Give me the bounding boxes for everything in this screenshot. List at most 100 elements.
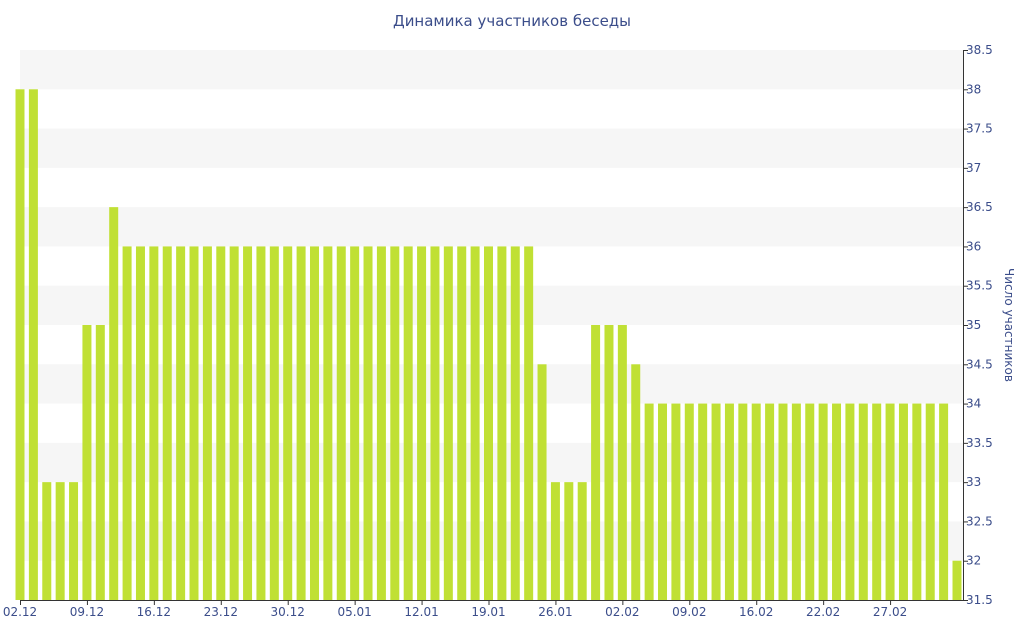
bar (430, 246, 440, 600)
x-tick-label: 02.12 (3, 605, 37, 619)
bar (470, 246, 480, 600)
bar (323, 246, 333, 600)
bar (698, 403, 708, 600)
bar (309, 246, 319, 600)
x-tick-label: 16.02 (739, 605, 773, 619)
y-ticks: 31.5 32 32.5 33 33.5 34 34.5 35 35.5 36 36.5 37 37.5… (963, 43, 993, 607)
y-tick-label: 33 (966, 475, 981, 489)
bar (858, 403, 868, 600)
x-tick-label: 02.02 (605, 605, 639, 619)
bar (510, 246, 520, 600)
bar (296, 246, 306, 600)
x-tick-label: 09.12 (70, 605, 104, 619)
bar (122, 246, 132, 600)
bar (791, 403, 801, 600)
bar (376, 246, 386, 600)
bar (109, 207, 119, 600)
bar (724, 403, 734, 600)
chart-title: Динамика участников беседы (392, 12, 632, 30)
bar (671, 403, 681, 600)
x-tick-label: 27.02 (873, 605, 907, 619)
x-tick-label: 23.12 (204, 605, 238, 619)
bar (832, 403, 842, 600)
bar (243, 246, 253, 600)
x-tick-label: 19.01 (471, 605, 505, 619)
bar (336, 246, 346, 600)
bar (403, 246, 413, 600)
bar (604, 325, 614, 600)
y-tick-label: 36.5 (966, 200, 993, 214)
bar (952, 560, 962, 600)
bar (15, 89, 25, 600)
bar (939, 403, 949, 600)
bar (55, 482, 65, 600)
bar (189, 246, 199, 600)
bar (778, 403, 788, 600)
x-ticks: 02.12 09.12 16.12 23.12 30.12 05.01 12.01 19.01… (3, 600, 907, 619)
bar (765, 403, 775, 600)
y-tick-label: 38 (966, 82, 981, 96)
bar (28, 89, 38, 600)
bar (202, 246, 212, 600)
y-tick-label: 31.5 (966, 593, 993, 607)
x-tick-label: 26.01 (538, 605, 572, 619)
bar (658, 403, 668, 600)
bar (457, 246, 467, 600)
bar (684, 403, 694, 600)
bar (497, 246, 507, 600)
bar (363, 246, 373, 600)
x-tick-label: 12.01 (404, 605, 438, 619)
bar (912, 403, 922, 600)
bar (738, 403, 748, 600)
y-tick-label: 35.5 (966, 279, 993, 293)
x-tick-label: 16.12 (137, 605, 171, 619)
bar (176, 246, 186, 600)
bar (617, 325, 627, 600)
bar (631, 364, 641, 600)
x-tick-label: 05.01 (337, 605, 371, 619)
bar (805, 403, 815, 600)
y-tick-label: 37 (966, 161, 981, 175)
bar (149, 246, 159, 600)
bar (925, 403, 935, 600)
bar (845, 403, 855, 600)
y-tick-label: 32 (966, 554, 981, 568)
bar (269, 246, 279, 600)
bar (256, 246, 266, 600)
bar (484, 246, 493, 600)
bar (885, 403, 895, 600)
x-tick-label: 09.02 (672, 605, 706, 619)
x-tick-label: 30.12 (271, 605, 305, 619)
bar (550, 482, 560, 600)
bar (537, 364, 547, 600)
y-tick-label: 33.5 (966, 436, 993, 450)
y-tick-label: 36 (966, 239, 981, 253)
bar (443, 246, 453, 600)
bar (42, 482, 52, 600)
grid-band (20, 128, 963, 168)
y-axis-label: Число участников (1002, 268, 1016, 382)
bar (872, 403, 882, 600)
bar (818, 403, 828, 600)
bar (95, 325, 105, 600)
y-tick-label: 32.5 (966, 514, 993, 528)
bar (390, 246, 400, 600)
y-tick-label: 37.5 (966, 122, 993, 136)
bar (162, 246, 172, 600)
bar (564, 482, 574, 600)
y-tick-label: 34 (966, 397, 981, 411)
bar (524, 246, 534, 600)
bar (216, 246, 226, 600)
y-tick-label: 35 (966, 318, 981, 332)
bar (644, 403, 654, 600)
bar (135, 246, 145, 600)
bar (350, 246, 360, 600)
bar (417, 246, 427, 600)
bar (283, 246, 293, 600)
y-tick-label: 34.5 (966, 357, 993, 371)
bar (577, 482, 587, 600)
bar (229, 246, 239, 600)
grid-band (20, 207, 963, 247)
